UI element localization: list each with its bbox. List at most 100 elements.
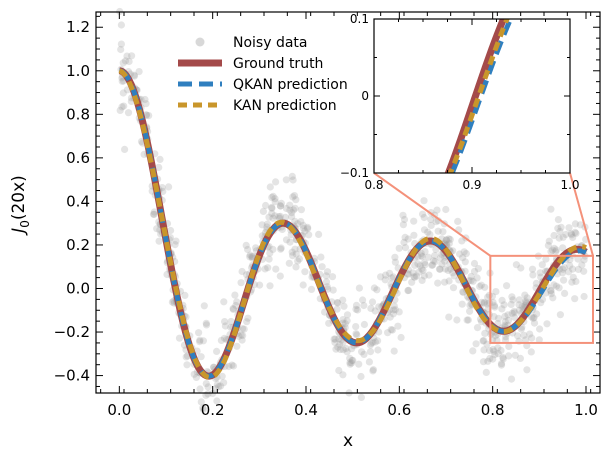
scatter-point [439,228,447,236]
scatter-point [491,351,499,359]
scatter-point [580,256,588,264]
inset-y-tick-label: 0.1 [350,12,369,26]
scatter-point [500,301,508,309]
scatter-point [498,305,506,313]
scatter-point [501,312,509,320]
y-tick-label: 1.2 [66,18,90,36]
scatter-point [200,302,208,310]
scatter-point [552,246,560,254]
inset-tick-labels: 0.8 0.9 1.0 −0.1 0 0.1 [340,12,580,192]
scatter-point [420,259,429,267]
scatter-point [150,208,158,216]
scatter-point [145,112,153,120]
scatter-point [571,220,580,228]
scatter-point [490,302,498,310]
x-tick-label: 0.2 [201,401,225,419]
scatter-point [202,319,210,327]
scatter-point [508,293,516,301]
scatter-point [258,221,266,229]
scatter-point [555,284,563,292]
scatter-point [568,278,576,286]
scatter-point [559,233,567,241]
scatter-point [571,295,579,303]
scatter-point [461,258,469,266]
scatter-point [547,286,555,295]
scatter-point [264,264,272,272]
inset-kan-line [447,19,510,173]
scatter-point [565,224,573,232]
scatter-point [408,278,416,286]
scatter-point [269,192,277,200]
scatter-point [418,265,426,273]
y-tick-labels: −0.4 −0.2 0.0 0.2 0.4 0.6 0.8 1.0 1.2 [54,18,90,384]
scatter-point [339,339,347,347]
scatter-point [458,237,466,245]
scatter-point [165,183,173,191]
scatter-point [503,282,511,290]
scatter-point [128,52,136,60]
scatter-point [375,303,383,311]
scatter-point [374,346,382,354]
scatter-point [227,317,235,326]
scatter-point [412,272,421,280]
scatter-point [497,346,505,354]
x-tick-label: 1.0 [574,401,598,419]
inset-ground-truth-line [444,19,508,173]
scatter-point [365,358,373,366]
scatter-point [489,345,497,354]
scatter-point [569,273,577,281]
scatter-point [289,252,297,260]
scatter-point [497,360,506,368]
scatter-point [556,311,565,319]
scatter-point [418,276,426,284]
plot-frame [95,11,601,394]
scatter-point [125,57,133,66]
scatter-point [576,221,584,229]
scatter-point [322,278,331,286]
scatter-point [276,202,285,210]
scatter-point [229,305,237,313]
scatter-point [276,272,284,280]
scatter-point [472,340,480,348]
scatter-point [470,259,479,268]
scatter-point [508,309,516,317]
scatter-point [342,344,350,353]
scatter-point [473,324,482,332]
scatter-point [196,338,204,346]
scatter-point [445,235,453,243]
scatter-point [433,206,441,214]
scatter-point [229,362,238,370]
scatter-point [480,298,488,306]
zoom-connector-right [569,172,594,257]
scatter-point [494,350,502,358]
y-tick-label: −0.2 [54,323,90,341]
scatter-point [512,261,521,269]
scatter-point [389,310,397,318]
scatter-point [322,272,330,280]
scatter-point [476,282,484,291]
scatter-point [369,367,377,375]
scatter-point [117,40,125,48]
scatter-point [429,257,438,265]
scatter-point [427,221,435,229]
scatter-point [526,330,534,338]
legend-label: Noisy data [233,35,308,51]
scatter-point [485,346,494,355]
scatter-point [301,268,309,276]
scatter-point [480,337,488,345]
scatter-point [453,316,461,324]
scatter-point [552,248,560,256]
scatter-point [389,306,398,314]
scatter-point [549,294,557,302]
scatter-point [414,260,422,268]
scatter-point [479,358,488,366]
scatter-point [515,296,523,304]
scatter-point [228,361,236,369]
scatter-point [282,176,290,184]
scatter-point [277,199,285,207]
scatter-point [266,183,274,191]
scatter-point [421,248,429,256]
scatter-point [505,352,513,360]
scatter-point [467,277,475,285]
scatter-point [417,252,425,260]
